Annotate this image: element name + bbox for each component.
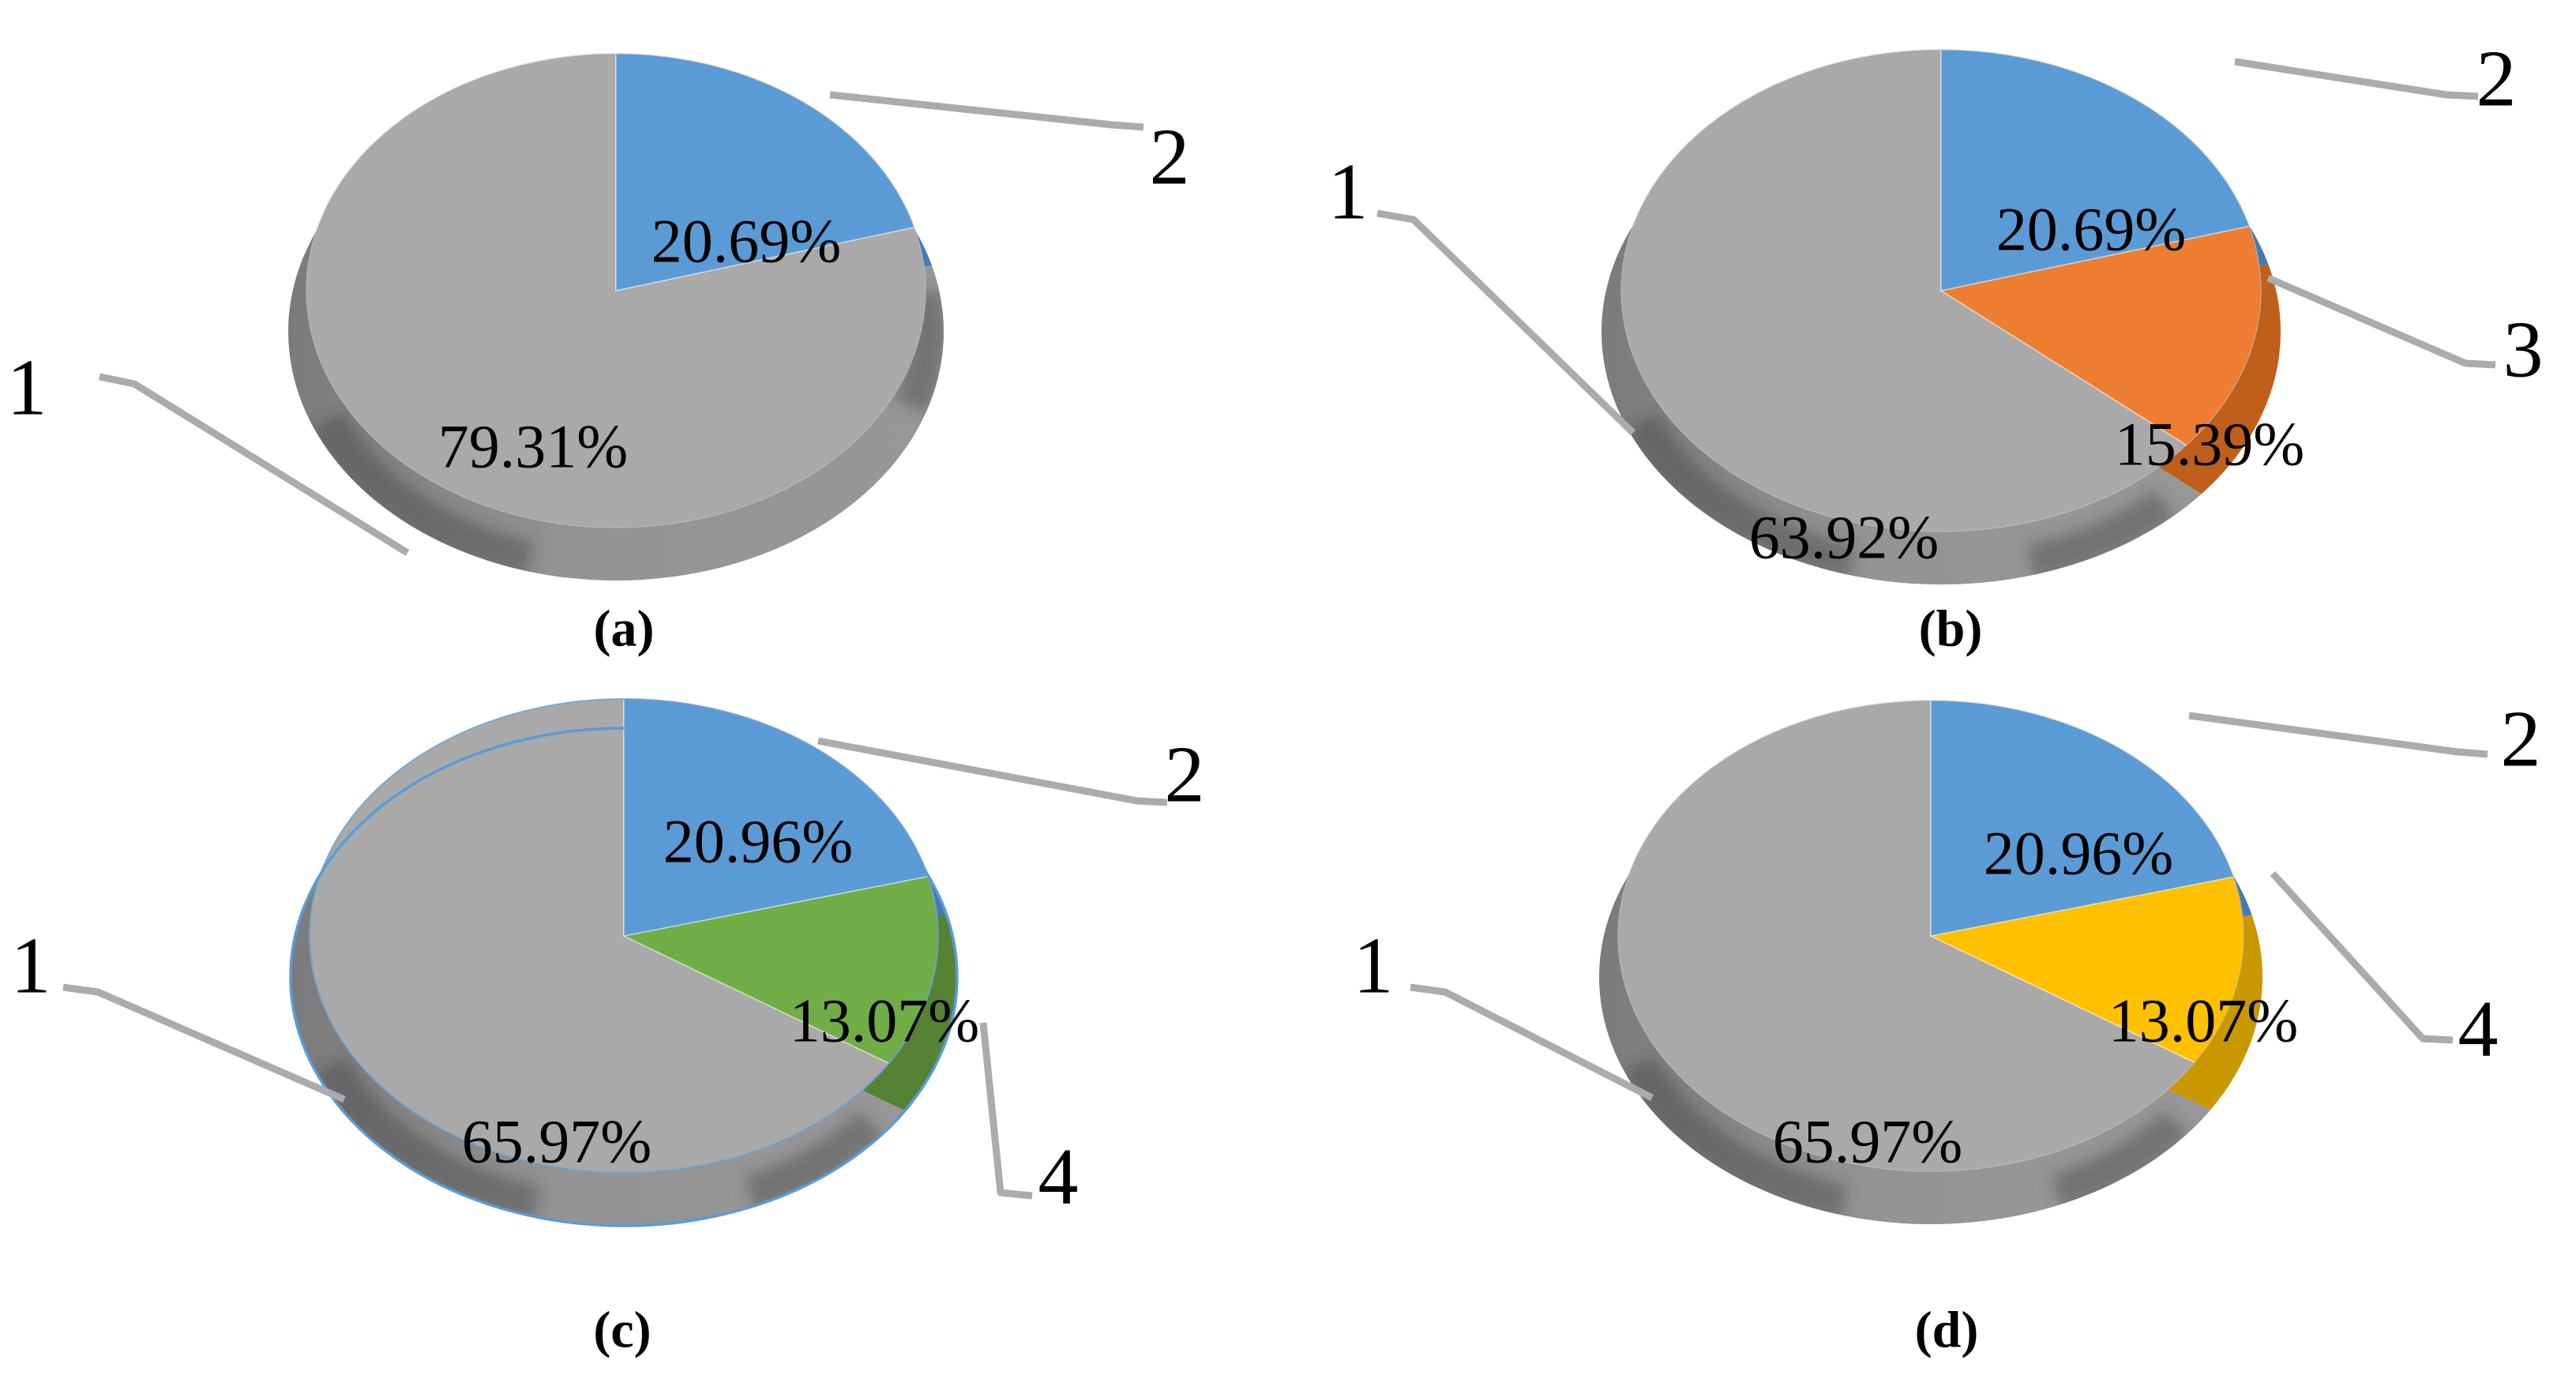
pie-a-slice-1 [306, 53, 926, 528]
pie-d-rim-shadow-1 [1622, 1056, 1848, 1221]
pie-d-top-edge [1617, 700, 2244, 1172]
pie-b-callout-1: 1 [1328, 148, 1369, 237]
pie-a-rim-shadow-1 [311, 411, 535, 577]
pie-b-caption: (b) [1919, 600, 1983, 658]
pie-b-leader-1 [1376, 209, 1636, 436]
pie-c-pct-1: 65.97% [462, 1107, 652, 1176]
pie-c-leader-2 [817, 737, 1168, 806]
pie-a-callout-1: 1 [7, 344, 47, 433]
pie-c-outline-bottom [289, 727, 959, 1227]
pie-b-top-edge [1620, 49, 2262, 532]
pie-a-top-edge [306, 53, 926, 528]
pie-chart-b: 20.69% 15.39% 63.92% 2 3 1 (b) [1328, 35, 2544, 658]
pie-c-callout-1: 1 [11, 922, 51, 1011]
pie-a-callout-2: 2 [1150, 113, 1190, 202]
pie-a-leader-2 [829, 91, 1144, 131]
pie-c-caption: (c) [593, 1302, 651, 1359]
pie-c-rim-shadow-0 [744, 1110, 884, 1212]
pie-d-pct-2: 20.96% [1984, 819, 2173, 888]
pie-a-pct-1: 79.31% [438, 412, 628, 481]
pie-c-leader-1 [62, 983, 346, 1103]
pie-d-leader-4 [2270, 870, 2454, 1044]
pie-chart-d: 20.96% 13.07% 65.97% 2 4 1 (d) [1354, 695, 2541, 1359]
pie-c-rim-shadow-1 [314, 1056, 541, 1223]
pie-d-leader-1 [1410, 983, 1654, 1102]
pie-b-pct-2: 20.69% [1996, 195, 2186, 264]
pie-d-pct-1: 65.97% [1773, 1107, 1962, 1176]
pie-c-leader-4 [979, 1022, 1033, 1200]
pie-b-slice-2 [1940, 49, 2251, 291]
pie-d-leader-2 [2188, 712, 2488, 758]
pie-b-leader-3 [2266, 274, 2496, 369]
pie-d-rim-shadow-0 [2050, 1110, 2190, 1210]
pie-d-slice-4 [1928, 876, 2244, 1064]
pie-a-pct-2: 20.69% [652, 207, 841, 276]
pie-chart-a: 20.69% 79.31% 2 1 (a) [7, 53, 1190, 658]
pie-d-callout-2: 2 [2501, 695, 2541, 784]
pie-c-callout-4: 4 [1038, 1133, 1079, 1222]
pie-d-callout-4: 4 [2458, 985, 2499, 1074]
pie-b-pct-1: 63.92% [1749, 503, 1939, 572]
pie-d-slice-2 [1930, 700, 2235, 937]
pie-b-rim-shadow-0 [2026, 489, 2176, 581]
pie-b-slice-1 [1620, 49, 2188, 532]
pie-b-callout-2: 2 [2476, 35, 2517, 124]
pie-b-rim-shadow-1 [1626, 412, 1857, 581]
pie-a-rim-shadow-0 [894, 288, 944, 415]
pie-d-slice-1 [1617, 700, 2196, 1172]
pie-b-callout-3: 3 [2503, 306, 2544, 395]
pie-c-pct-2: 20.96% [663, 807, 853, 876]
pie-c-outline-top [309, 698, 939, 1174]
pie-b-leader-2 [2234, 58, 2479, 100]
pie-a-slice-2 [615, 53, 915, 291]
pie-d-callout-1: 1 [1354, 922, 1394, 1011]
pie-d-caption: (d) [1915, 1302, 1979, 1359]
pie-a-caption: (a) [594, 600, 655, 658]
pie-a-leader-1 [99, 373, 410, 556]
pie-c-pct-4: 13.07% [790, 986, 979, 1055]
pie-c-callout-2: 2 [1165, 731, 1205, 820]
pie-b-slice-3 [1939, 225, 2262, 446]
pie-chart-c: 20.96% 13.07% 65.97% 2 4 1 (c) [11, 698, 1205, 1359]
pie-d-pct-4: 13.07% [2108, 986, 2298, 1055]
pie-b-pct-3: 15.39% [2115, 410, 2304, 479]
